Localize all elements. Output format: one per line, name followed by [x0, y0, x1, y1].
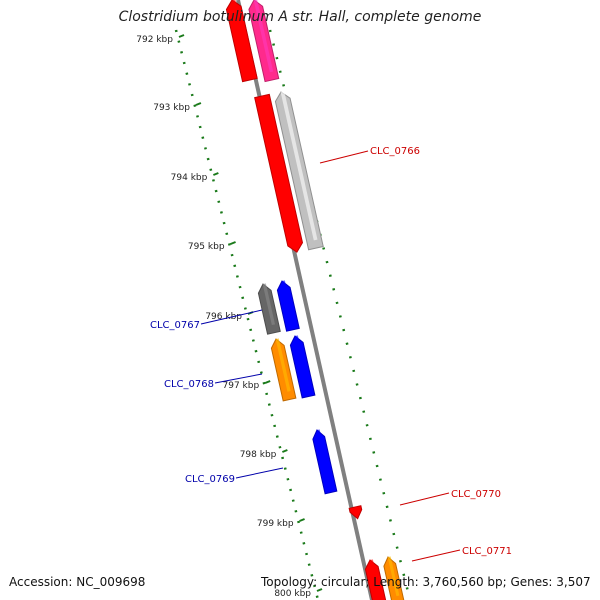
- gene-label-leader: [235, 467, 284, 479]
- ruler-tick-label: 794 kbp: [171, 173, 208, 183]
- gene-label-CLC_0771: CLC_0771: [462, 546, 512, 557]
- gene-label-leader: [214, 373, 263, 384]
- genome-length: 3,760,560 bp: [422, 575, 503, 589]
- ruler-tick: [195, 102, 202, 106]
- ruler-tick-label: 792 kbp: [136, 35, 173, 45]
- ruler-tick: [264, 380, 271, 384]
- gene-label-CLC_0767: CLC_0767: [150, 320, 200, 331]
- accession-label: Accession: NC_009698: [9, 575, 146, 589]
- ruler-tick-label: 798 kbp: [240, 450, 277, 460]
- gene-CLC_0770: [348, 505, 363, 520]
- ruler-tick-label: 799 kbp: [257, 519, 294, 529]
- gene-red-large-highlight: [261, 95, 299, 245]
- ruler-tick-label: 797 kbp: [223, 381, 260, 391]
- topology-summary: Topology: circular; Length: 3,760,560 bp…: [261, 575, 591, 589]
- gene-blue-797-highlight: [294, 335, 310, 389]
- gene-CLC_0769-highlight: [316, 429, 332, 485]
- gene-label-CLC_0768: CLC_0768: [164, 379, 214, 390]
- ruler-tick-label: 793 kbp: [153, 103, 190, 113]
- ruler-tick: [178, 34, 185, 38]
- gene-label-leader: [200, 309, 263, 325]
- ruler-tick: [282, 449, 288, 453]
- gene-label-leader: [399, 492, 450, 506]
- gene-label-leader: [319, 150, 369, 164]
- gene-CLC_0766-highlight: [280, 91, 318, 241]
- gene-label-CLC_0766: CLC_0766: [370, 146, 420, 157]
- gene-count: 3,507: [556, 575, 591, 589]
- gene-label-leader: [411, 549, 461, 562]
- gene-red-bottom-highlight: [369, 559, 382, 600]
- gene-pink-top-highlight: [253, 0, 274, 73]
- gene-blue-796-highlight: [281, 280, 295, 323]
- map-title: Clostridium botulinum A str. Hall, compl…: [118, 9, 482, 25]
- ruler-tick: [316, 588, 323, 592]
- ruler-tick: [213, 172, 219, 176]
- ruler-tick: [299, 518, 305, 522]
- gene-CLC_0768-highlight: [275, 338, 291, 392]
- ruler-tick-label: 795 kbp: [188, 242, 225, 252]
- ruler-tick-label: 796 kbp: [205, 312, 242, 322]
- gene-label-CLC_0769: CLC_0769: [185, 474, 235, 485]
- topology-prefix: Topology: circular; Length:: [261, 575, 423, 589]
- ruler-tick: [230, 241, 236, 245]
- gene-label-CLC_0770: CLC_0770: [451, 489, 501, 500]
- genes-prefix: ; Genes:: [502, 575, 557, 589]
- gene-CLC_0771-highlight: [387, 556, 400, 597]
- gene-CLC_0767-highlight: [262, 283, 276, 326]
- gene-CLC_0770-highlight: [354, 506, 359, 511]
- ruler-tick-label: 800 kbp: [274, 589, 311, 599]
- gene-red-top-highlight: [231, 0, 252, 73]
